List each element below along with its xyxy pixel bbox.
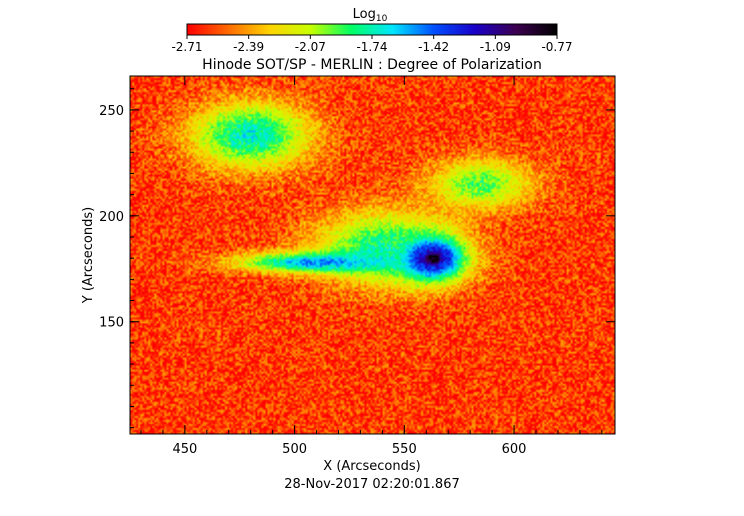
colorbar-tick-label: -1.74 [356,40,387,54]
chart-title: Hinode SOT/SP - MERLIN : Degree of Polar… [202,57,542,73]
y-tick-label: 200 [99,210,124,225]
plot-frame [129,75,616,435]
y-axis: 150 200 250 [99,88,615,429]
y-tick-label: 250 [99,104,124,119]
colorbar-tick-label: -1.42 [418,40,449,54]
colorbar-ticks: -2.71 -2.39 -2.07 -1.74 -1.42 -1.09 -0.77 [171,35,573,54]
colorbar-tick-label: -2.39 [233,40,264,54]
colorbar-label: Log10 [353,7,388,24]
colorbar-tick-label: -2.07 [295,40,326,54]
x-tick-label: 600 [502,442,527,457]
y-tick-label: 150 [99,316,124,331]
colorbar-tick-label: -1.09 [480,40,511,54]
timestamp: 28-Nov-2017 02:20:01.867 [284,477,460,492]
x-axis: 450 500 550 600 [140,76,603,457]
colorbar-tick-label: -0.77 [541,40,572,54]
heatmap-image [130,76,615,434]
y-axis-label: Y (Arcseconds) [81,207,96,304]
x-tick-label: 450 [172,442,197,457]
x-axis-label: X (Arcseconds) [323,459,420,474]
colorbar-tick-label: -2.71 [171,40,202,54]
plot-area [130,76,615,434]
x-tick-label: 550 [392,442,417,457]
x-tick-label: 500 [282,442,307,457]
colorbar [186,23,558,36]
